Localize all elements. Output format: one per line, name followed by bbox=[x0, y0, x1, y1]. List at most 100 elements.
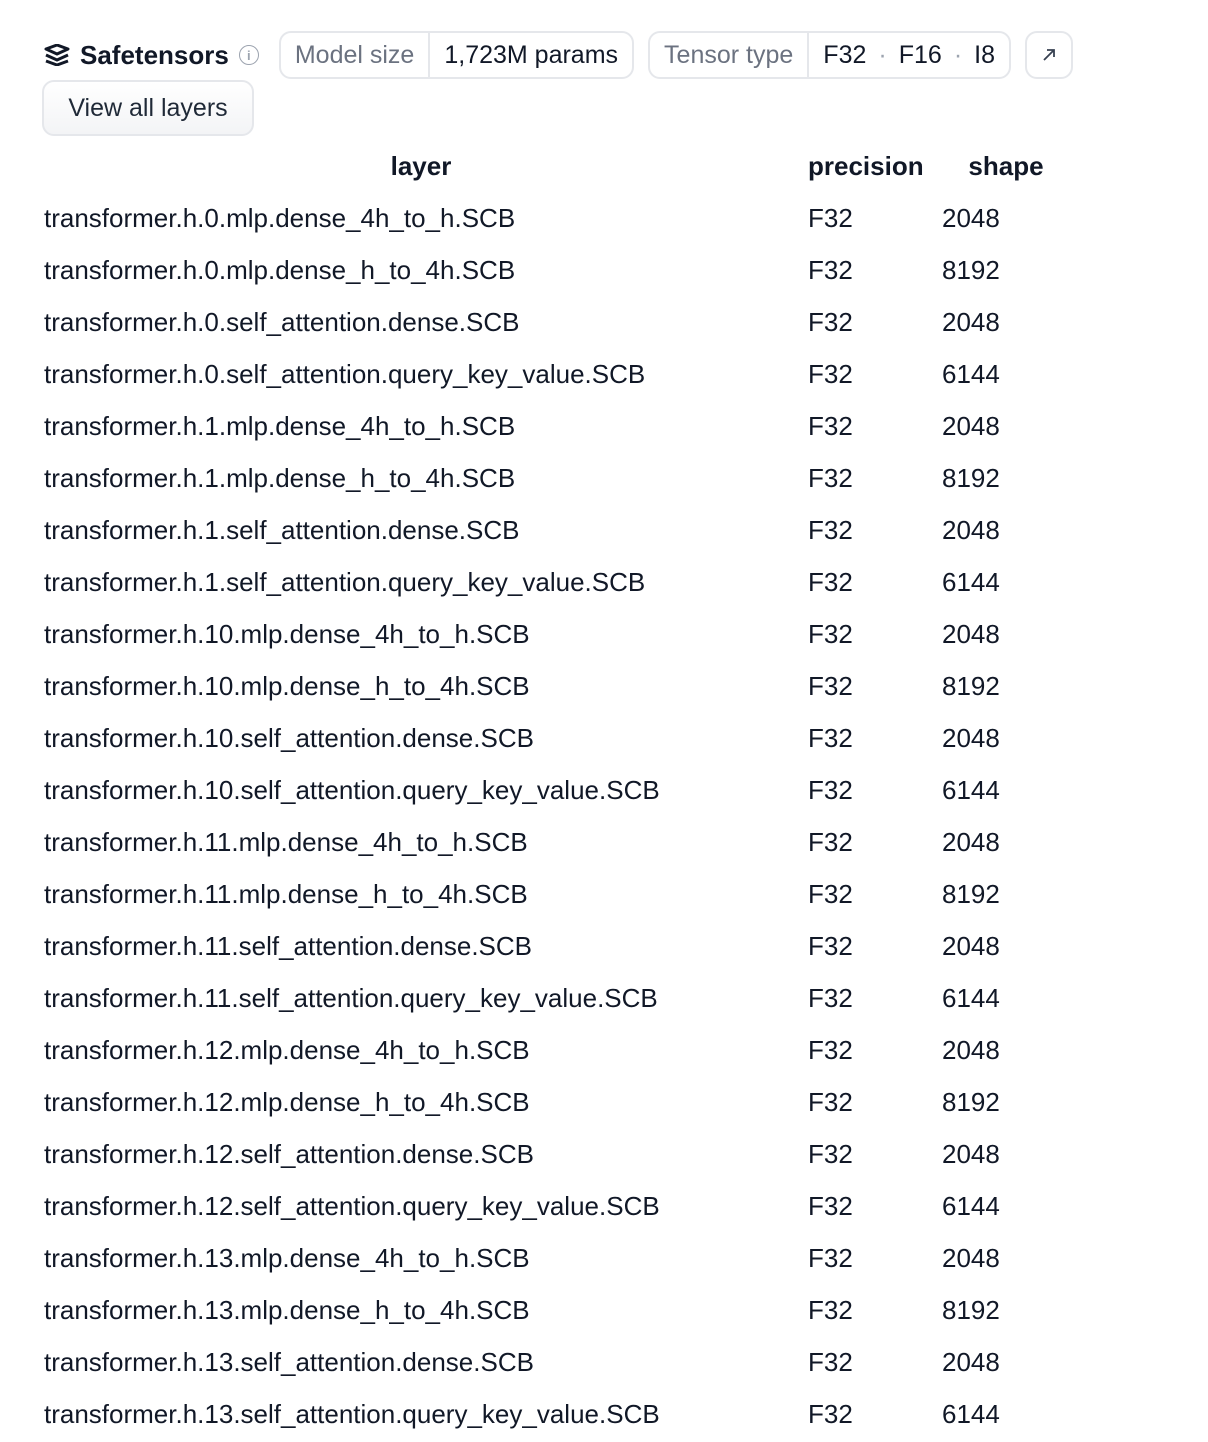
layer-name-cell: transformer.h.0.mlp.dense_h_to_4h.SCB bbox=[44, 254, 516, 285]
tensor-type-f32: F32 bbox=[823, 40, 867, 69]
layer-name-cell: transformer.h.11.mlp.dense_4h_to_h.SCB bbox=[44, 826, 528, 857]
precision-cell: F32 bbox=[808, 306, 853, 337]
layer-name-cell: transformer.h.13.mlp.dense_h_to_4h.SCB bbox=[44, 1294, 530, 1325]
shape-cell: 2048 bbox=[942, 1242, 1000, 1273]
separator: · bbox=[878, 40, 887, 69]
precision-cell: F32 bbox=[808, 982, 853, 1013]
layer-name-cell: transformer.h.10.self_attention.query_ke… bbox=[44, 774, 660, 805]
table-row: transformer.h.11.mlp.dense_4h_to_h.SCB F3… bbox=[44, 816, 1070, 868]
table-row: transformer.h.1.mlp.dense_4h_to_h.SCB F32… bbox=[44, 400, 1070, 452]
tensor-type-f16: F16 bbox=[898, 40, 942, 69]
table-row: transformer.h.13.self_attention.dense.SC… bbox=[44, 1336, 1070, 1388]
arrow-up-right-icon bbox=[1043, 49, 1055, 61]
shape-cell: 6144 bbox=[942, 982, 1000, 1013]
shape-cell: 8192 bbox=[942, 254, 1000, 285]
table-row: transformer.h.12.mlp.dense_h_to_4h.SCB F3… bbox=[44, 1076, 1070, 1128]
view-all-layers-button[interactable]: View all layers bbox=[42, 80, 254, 136]
precision-cell: F32 bbox=[808, 566, 853, 597]
table-row: transformer.h.10.mlp.dense_4h_to_h.SCB F3… bbox=[44, 608, 1070, 660]
layer-name-cell: transformer.h.10.self_attention.dense.SC… bbox=[44, 722, 534, 753]
shape-cell: 2048 bbox=[942, 514, 1000, 545]
table-row: transformer.h.1.self_attention.dense.SCB… bbox=[44, 504, 1070, 556]
layer-name-cell: transformer.h.12.self_attention.query_ke… bbox=[44, 1190, 660, 1221]
layer-name-cell: transformer.h.10.mlp.dense_h_to_4h.SCB bbox=[44, 670, 530, 701]
table-row: transformer.h.0.mlp.dense_h_to_4h.SCB F32… bbox=[44, 244, 1070, 296]
precision-cell: F32 bbox=[808, 670, 853, 701]
table-row: transformer.h.0.self_attention.dense.SCB… bbox=[44, 296, 1070, 348]
precision-cell: F32 bbox=[808, 254, 853, 285]
model-size-value: 1,723M params bbox=[444, 40, 619, 69]
shape-cell: 8192 bbox=[942, 462, 1000, 493]
precision-cell: F32 bbox=[808, 618, 853, 649]
layer-name-cell: transformer.h.1.self_attention.dense.SCB bbox=[44, 514, 520, 545]
precision-cell: F32 bbox=[808, 1398, 853, 1429]
shape-cell: 2048 bbox=[942, 1346, 1000, 1377]
precision-cell: F32 bbox=[808, 826, 853, 857]
shape-cell: 8192 bbox=[942, 670, 1000, 701]
layer-name-cell: transformer.h.11.mlp.dense_h_to_4h.SCB bbox=[44, 878, 528, 909]
layer-name-cell: transformer.h.13.self_attention.dense.SC… bbox=[44, 1346, 534, 1377]
tensor-type-badge: Tensor type F32 · F16 · I8 bbox=[648, 31, 1011, 79]
shape-cell: 6144 bbox=[942, 1190, 1000, 1221]
separator: · bbox=[953, 40, 963, 69]
precision-cell: F32 bbox=[808, 358, 853, 389]
layer-name-cell: transformer.h.0.mlp.dense_4h_to_h.SCB bbox=[44, 202, 516, 233]
info-icon[interactable]: i bbox=[238, 45, 259, 65]
layer-name-cell: transformer.h.0.self_attention.query_key… bbox=[44, 358, 646, 389]
safetensors-title: Safetensors i bbox=[42, 40, 259, 71]
precision-cell: F32 bbox=[808, 878, 853, 909]
shape-cell: 6144 bbox=[942, 1398, 1000, 1429]
layer-name-cell: transformer.h.1.self_attention.query_key… bbox=[44, 566, 646, 597]
precision-cell: F32 bbox=[808, 1190, 853, 1221]
safetensors-logo-icon bbox=[44, 44, 70, 66]
column-header-precision: precision bbox=[808, 150, 924, 181]
precision-cell: F32 bbox=[808, 930, 853, 961]
tensor-type-label: Tensor type bbox=[650, 33, 810, 77]
table-row: transformer.h.12.self_attention.dense.SC… bbox=[44, 1128, 1070, 1180]
shape-cell: 8192 bbox=[942, 1294, 1000, 1325]
precision-cell: F32 bbox=[808, 722, 853, 753]
table-row: transformer.h.0.mlp.dense_4h_to_h.SCB F32… bbox=[44, 192, 1070, 244]
layer-name-cell: transformer.h.1.mlp.dense_h_to_4h.SCB bbox=[44, 462, 516, 493]
column-header-layer: layer bbox=[390, 150, 452, 181]
open-external-button[interactable] bbox=[1025, 31, 1073, 79]
layer-name-cell: transformer.h.1.mlp.dense_4h_to_h.SCB bbox=[44, 410, 516, 441]
shape-cell: 6144 bbox=[942, 566, 1000, 597]
precision-cell: F32 bbox=[808, 1346, 853, 1377]
shape-cell: 2048 bbox=[942, 930, 1000, 961]
layer-name-cell: transformer.h.12.self_attention.dense.SC… bbox=[44, 1138, 534, 1169]
layer-name-cell: transformer.h.13.self_attention.query_ke… bbox=[44, 1398, 660, 1429]
tensor-type-i8: I8 bbox=[974, 40, 995, 69]
table-row: transformer.h.10.mlp.dense_h_to_4h.SCB F3… bbox=[44, 660, 1070, 712]
shape-cell: 6144 bbox=[942, 774, 1000, 805]
shape-cell: 8192 bbox=[942, 878, 1000, 909]
table-row: transformer.h.1.self_attention.query_key… bbox=[44, 556, 1070, 608]
tensor-type-values: F32 · F16 · I8 bbox=[809, 33, 1009, 77]
precision-cell: F32 bbox=[808, 1034, 853, 1065]
table-row: transformer.h.13.self_attention.query_ke… bbox=[44, 1388, 1070, 1440]
precision-cell: F32 bbox=[808, 514, 853, 545]
table-row: transformer.h.0.self_attention.query_key… bbox=[44, 348, 1070, 400]
table-row: transformer.h.11.mlp.dense_h_to_4h.SCB F3… bbox=[44, 868, 1070, 920]
table-header-row: layer precision shape bbox=[44, 140, 1070, 192]
layer-name-cell: transformer.h.11.self_attention.dense.SC… bbox=[44, 930, 533, 961]
layer-name-cell: transformer.h.11.self_attention.query_ke… bbox=[44, 982, 658, 1013]
precision-cell: F32 bbox=[808, 1294, 853, 1325]
shape-cell: 6144 bbox=[942, 358, 1000, 389]
layer-name-cell: transformer.h.12.mlp.dense_4h_to_h.SCB bbox=[44, 1034, 530, 1065]
layers-table: layer precision shape transformer.h.0.ml… bbox=[44, 140, 1070, 1440]
shape-cell: 2048 bbox=[942, 410, 1000, 441]
precision-cell: F32 bbox=[808, 1242, 853, 1273]
column-header-shape: shape bbox=[968, 150, 1044, 181]
layer-name-cell: transformer.h.10.mlp.dense_4h_to_h.SCB bbox=[44, 618, 530, 649]
table-row: transformer.h.12.mlp.dense_4h_to_h.SCB F3… bbox=[44, 1024, 1070, 1076]
table-row: transformer.h.13.mlp.dense_4h_to_h.SCB F3… bbox=[44, 1232, 1070, 1284]
precision-cell: F32 bbox=[808, 462, 853, 493]
table-row: transformer.h.11.self_attention.dense.SC… bbox=[44, 920, 1070, 972]
safetensors-header: Safetensors i Model size 1,723M params T… bbox=[42, 31, 1087, 79]
shape-cell: 2048 bbox=[942, 1034, 1000, 1065]
safetensors-label: Safetensors bbox=[80, 39, 229, 70]
layer-name-cell: transformer.h.12.mlp.dense_h_to_4h.SCB bbox=[44, 1086, 530, 1117]
shape-cell: 2048 bbox=[942, 618, 1000, 649]
precision-cell: F32 bbox=[808, 202, 853, 233]
